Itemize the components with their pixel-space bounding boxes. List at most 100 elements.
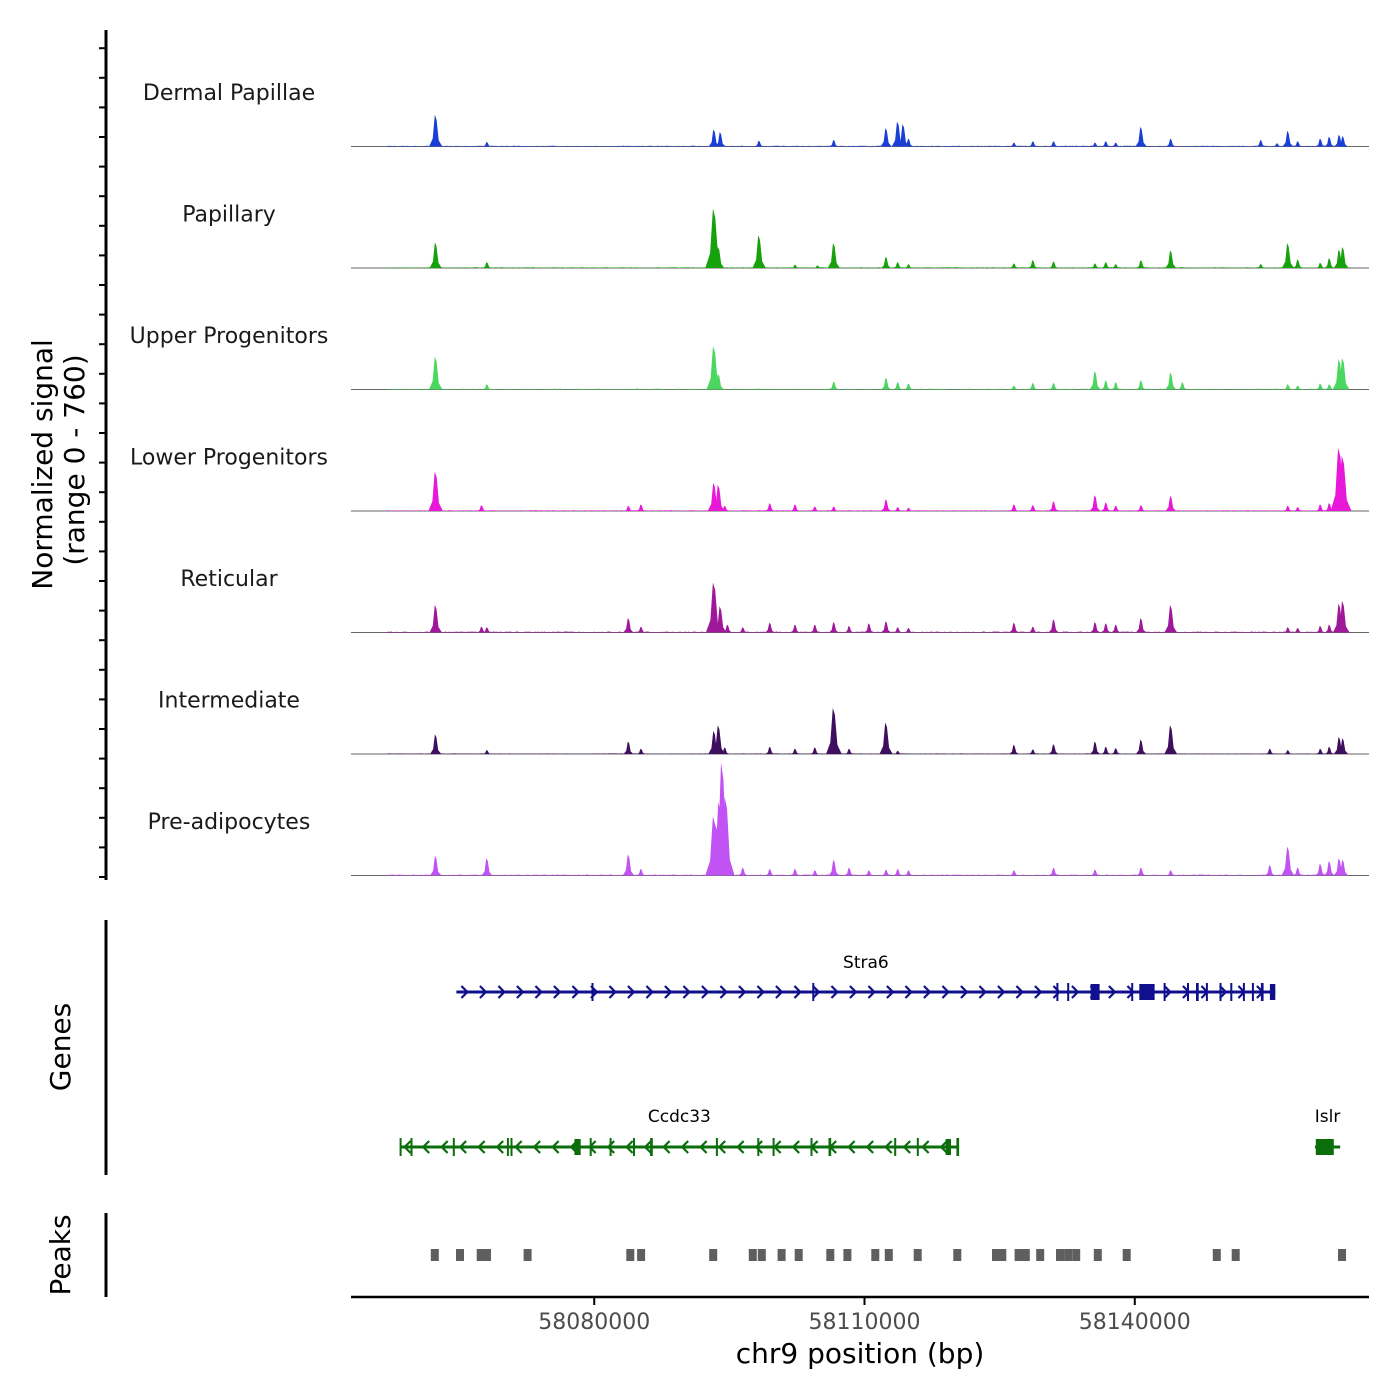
strand-arrow	[514, 1140, 523, 1154]
gene-exon	[1260, 983, 1264, 1001]
signal-peak	[810, 506, 820, 511]
signal-peak	[713, 373, 724, 390]
gene-exon	[410, 1138, 413, 1156]
strand-arrow	[941, 985, 950, 999]
coverage-tracks: Dermal Papillae Papillary Upper Progenitor…	[130, 81, 1369, 876]
signal-peak	[1166, 138, 1176, 147]
signal-peak	[477, 505, 487, 511]
signal-peak	[738, 867, 748, 876]
strand-arrow	[923, 985, 932, 999]
signal-peak	[636, 748, 646, 754]
gene-exon	[1269, 984, 1276, 1000]
signal-peak	[482, 262, 492, 268]
track-dermal-papillae: Dermal Papillae	[143, 81, 1369, 147]
track-label: Pre-adipocytes	[148, 810, 311, 835]
signal-peak	[754, 140, 764, 147]
peak-block	[1036, 1249, 1045, 1261]
strand-arrow	[460, 985, 469, 999]
signal-peak	[1049, 867, 1059, 876]
gene-exon	[1056, 983, 1059, 1001]
strand-arrow	[830, 985, 839, 999]
gene-exon	[916, 1138, 919, 1156]
peak-block	[476, 1249, 485, 1261]
peak-block	[1338, 1249, 1346, 1261]
signal-peak	[1028, 382, 1038, 390]
signal-peak	[482, 141, 492, 147]
strand-arrow	[1052, 985, 1061, 999]
strand-arrow	[608, 985, 617, 999]
strand-arrow	[1163, 985, 1172, 999]
signal-background	[387, 631, 1342, 633]
signal-peak	[715, 132, 726, 147]
signal-peak	[1009, 622, 1019, 633]
gene-exon	[1090, 984, 1100, 1000]
strand-arrow	[812, 985, 821, 999]
signal-peak	[893, 382, 903, 390]
strand-arrow	[793, 985, 802, 999]
signal-peak	[864, 623, 874, 633]
signal-peak	[1332, 359, 1346, 390]
strand-arrow	[939, 1140, 948, 1154]
strand-arrow	[997, 985, 1006, 999]
track-pre-adipocytes: Pre-adipocytes	[148, 762, 1369, 876]
strand-arrow	[1071, 985, 1080, 999]
peak-block	[777, 1249, 786, 1261]
signal-peak	[1135, 126, 1147, 147]
signal-peak	[706, 346, 722, 390]
peak-block	[637, 1249, 646, 1261]
signal-peak	[881, 377, 892, 390]
signal-peak	[717, 796, 735, 876]
signal-peak	[1090, 622, 1100, 633]
signal-peak	[881, 256, 891, 268]
signal-peak	[429, 356, 443, 390]
signal-peak	[481, 858, 493, 876]
signal-peak	[904, 138, 914, 147]
gene-exon	[589, 1138, 592, 1156]
signal-peak	[1293, 259, 1303, 268]
gene-exon	[609, 1138, 612, 1156]
peak-block	[757, 1249, 766, 1261]
signal-peak	[1111, 264, 1121, 268]
signal-peak	[893, 750, 903, 754]
coverage-y-ticks	[99, 47, 106, 878]
signal-peak	[482, 750, 492, 754]
strand-arrow	[978, 985, 987, 999]
peak-block	[998, 1249, 1007, 1261]
signal-peak	[1009, 142, 1019, 147]
signal-peak	[1293, 867, 1303, 876]
strand-arrow	[534, 985, 543, 999]
strand-arrow	[1015, 985, 1024, 999]
gene-exon	[812, 983, 815, 1001]
signal-peak	[1315, 138, 1325, 147]
y-axis-title-line1: Normalized signal	[26, 339, 59, 590]
signal-peak	[1136, 867, 1146, 876]
signal-peak	[624, 505, 633, 511]
signal-peak	[829, 381, 839, 390]
gene-exon	[1187, 983, 1189, 1001]
signal-peak	[790, 748, 800, 754]
strand-arrow	[867, 985, 876, 999]
signal-peak	[714, 606, 727, 633]
gene-exon	[810, 1138, 813, 1156]
peak-block	[626, 1249, 635, 1261]
signal-peak	[893, 507, 903, 511]
peak-block	[748, 1249, 757, 1261]
strand-arrow	[403, 1140, 412, 1154]
signal-peak	[1090, 263, 1100, 268]
peak-block	[1231, 1249, 1240, 1261]
strand-arrow	[1108, 985, 1117, 999]
signal-peak	[1111, 505, 1121, 511]
strand-arrow	[754, 1140, 763, 1154]
y-axis-title: Normalized signal (range 0 - 760)	[26, 330, 91, 589]
strand-arrow	[736, 1140, 745, 1154]
signal-peak	[720, 747, 730, 754]
signal-peak	[1283, 627, 1293, 633]
signal-peak	[1090, 869, 1100, 876]
signal-peak	[1338, 136, 1348, 147]
signal-peak	[1324, 258, 1335, 268]
signal-peak	[829, 622, 839, 633]
strand-arrow	[627, 985, 636, 999]
gene-exon	[894, 1138, 897, 1156]
signal-peak	[1028, 141, 1038, 147]
signal-peak	[1293, 507, 1303, 511]
